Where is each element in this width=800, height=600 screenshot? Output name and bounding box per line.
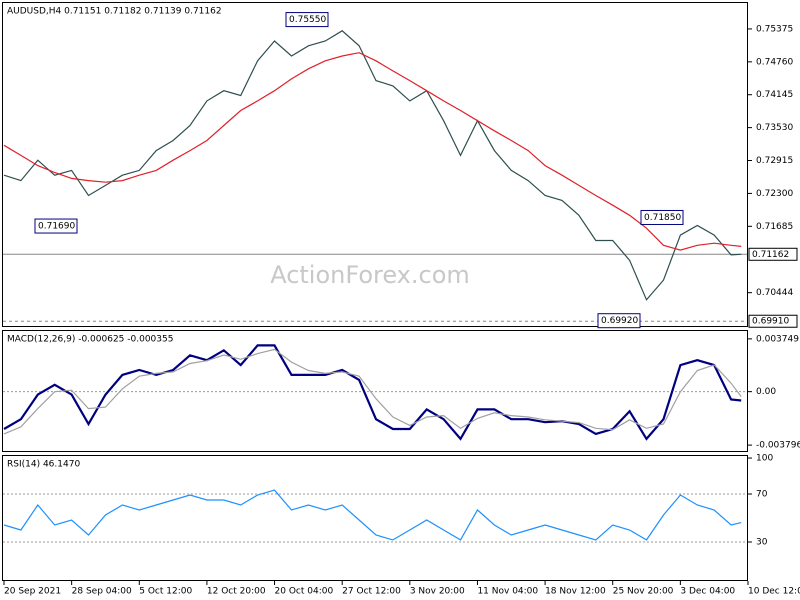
x-tick-label: 11 Nov 04:00 — [477, 587, 538, 597]
y-tick-label: 0.00 — [756, 387, 776, 397]
macd-frame — [2, 330, 748, 452]
watermark: ActionForex.com — [270, 261, 470, 289]
y-tick-label: 0.74760 — [756, 57, 793, 67]
x-tick-label: 27 Oct 12:00 — [342, 587, 401, 597]
annotation-box — [640, 209, 684, 225]
series-line — [3, 52, 742, 251]
x-tick-label: 10 Dec 12:00 — [748, 587, 800, 597]
x-tick-label: 5 Oct 12:00 — [139, 587, 192, 597]
y-tick-label: 0.74145 — [756, 90, 793, 100]
y-tick-label: 0.003749 — [756, 334, 799, 344]
price-label: 0.69910 — [752, 317, 789, 327]
annotation-label: 0.75550 — [289, 15, 326, 25]
price-label-box — [748, 247, 798, 261]
y-tick-label: 70 — [756, 490, 768, 500]
x-tick-label: 20 Sep 2021 — [4, 587, 61, 597]
annotation-box — [285, 12, 329, 28]
y-tick-label: 0.70444 — [756, 288, 793, 298]
x-tick-label: 20 Oct 04:00 — [275, 587, 334, 597]
series-line — [3, 489, 742, 541]
x-tick-label: 12 Oct 20:00 — [207, 587, 266, 597]
panel-title: AUDUSD,H4 0.71151 0.71182 0.71139 0.7116… — [7, 7, 222, 17]
y-tick-label: 100 — [756, 454, 773, 464]
y-tick-label: 30 — [756, 537, 768, 547]
x-tick-label: 25 Nov 20:00 — [613, 587, 674, 597]
y-tick-label: 0.72915 — [756, 156, 793, 166]
x-tick-label: 28 Sep 04:00 — [72, 587, 132, 597]
series-line — [3, 344, 742, 441]
series-line — [3, 30, 742, 301]
annotation-box — [34, 218, 78, 234]
x-tick-label: 18 Nov 12:00 — [545, 587, 606, 597]
annotation-label: 0.71850 — [644, 213, 681, 223]
x-tick-label: 3 Dec 04:00 — [680, 587, 735, 597]
rsi-frame — [2, 455, 748, 581]
y-tick-label: -0.003796 — [756, 441, 800, 451]
annotation-label: 0.71690 — [38, 222, 75, 232]
price-label-box — [748, 314, 798, 328]
panel-title: MACD(12,26,9) -0.000625 -0.000355 — [7, 335, 173, 345]
annotation-box — [597, 313, 641, 329]
panel-title: RSI(14) 46.1470 — [7, 460, 80, 470]
y-tick-label: 0.72300 — [756, 189, 793, 199]
price-label: 0.71162 — [752, 250, 789, 260]
y-tick-label: 0.71685 — [756, 222, 793, 232]
x-tick-label: 3 Nov 20:00 — [410, 587, 465, 597]
annotation-label: 0.69920 — [601, 316, 638, 326]
y-tick-label: 0.73530 — [756, 123, 793, 133]
price-frame — [2, 2, 748, 327]
y-tick-label: 0.75375 — [756, 24, 793, 34]
series-line — [3, 348, 742, 435]
